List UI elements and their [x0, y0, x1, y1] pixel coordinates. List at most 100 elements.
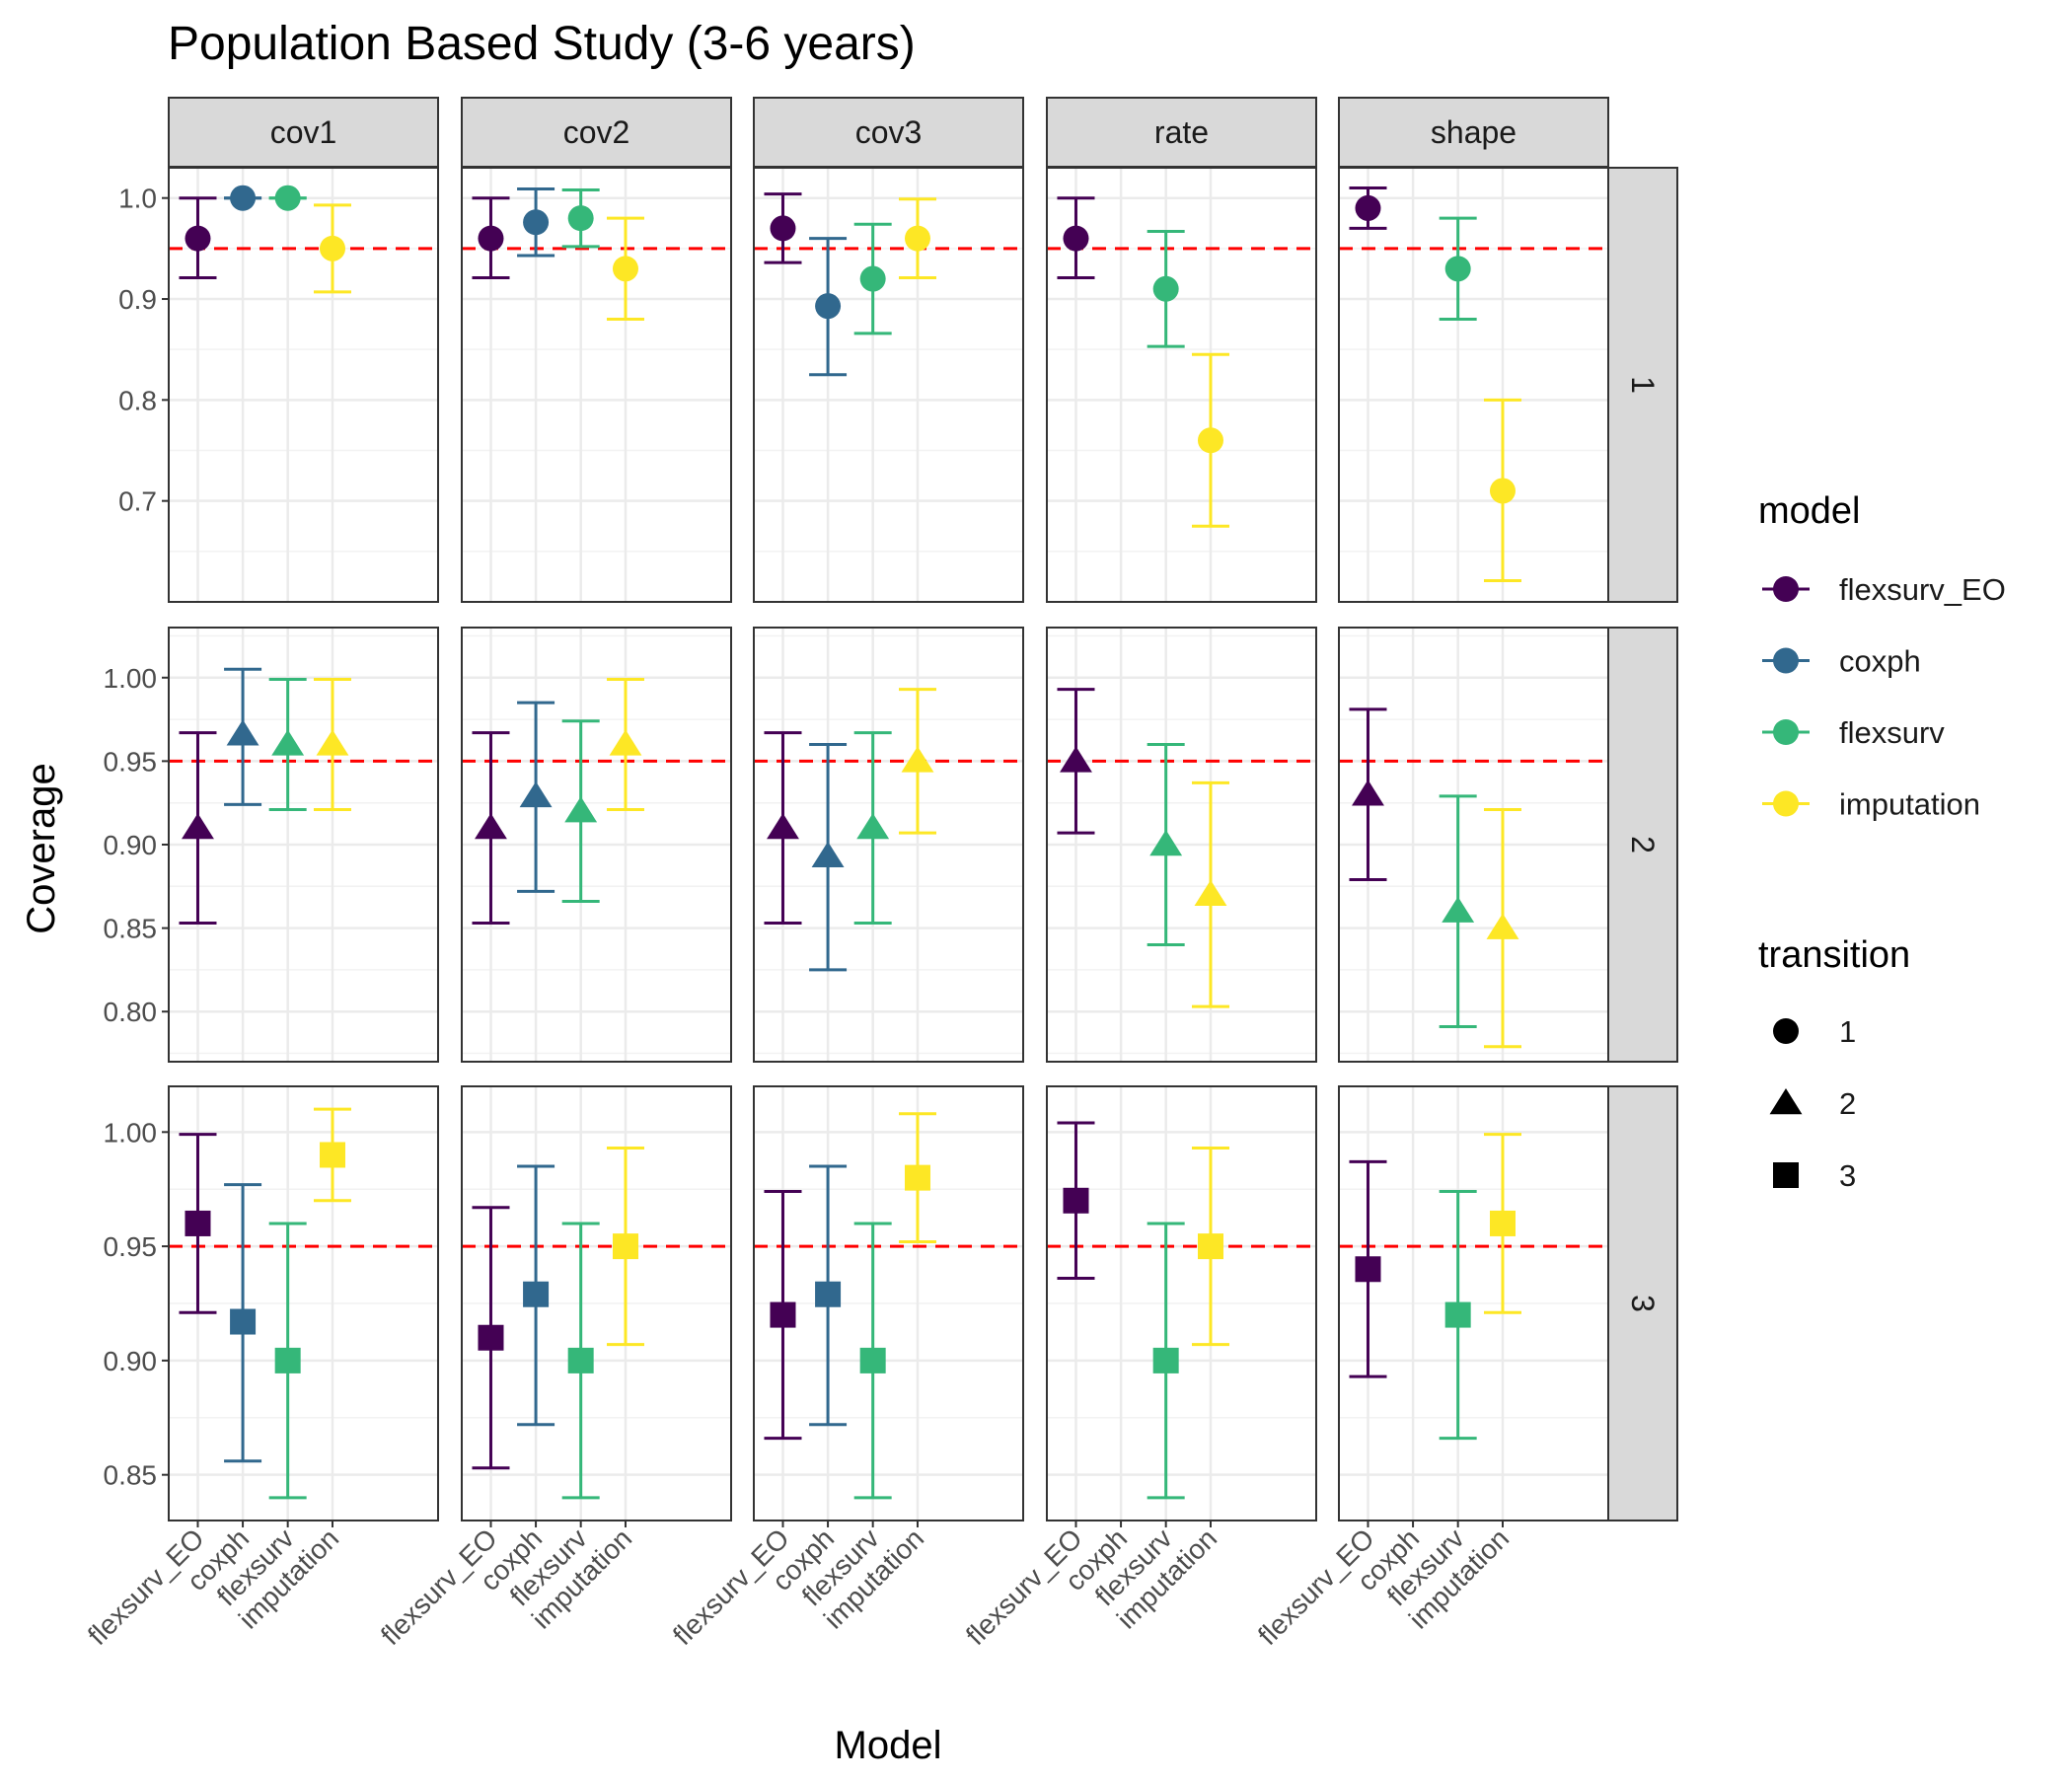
point-imputation [1489, 478, 1516, 504]
point-flexsurv [859, 265, 886, 292]
facet-label-cov3: cov3 [855, 114, 923, 150]
point-flexsurv [1152, 275, 1179, 302]
point-flexsurv_EO [770, 215, 796, 242]
point-flexsurv [859, 1347, 886, 1373]
point-flexsurv_EO [182, 813, 214, 840]
point-coxph [226, 719, 259, 746]
panel-border [461, 627, 732, 1063]
panel-border [461, 1085, 732, 1521]
panel-border [168, 167, 439, 603]
x-tick-label: flexsurv_EO [667, 1522, 795, 1651]
point-coxph [523, 209, 550, 236]
legend-title-transition: transition [1758, 934, 1910, 976]
facet-label-cov1: cov1 [270, 114, 337, 150]
panel-border [1046, 627, 1317, 1063]
panel-cov2-1 [461, 167, 732, 603]
facet-strip-row-2 [1607, 627, 1678, 1063]
panel-cov1-3 [168, 1085, 439, 1521]
facet-label-shape: shape [1431, 114, 1517, 150]
y-axis-title: Coverage [20, 763, 63, 933]
legend-key-marker [1773, 647, 1799, 674]
point-coxph [523, 1281, 550, 1307]
point-flexsurv [274, 185, 301, 211]
facet-label-rate: rate [1154, 114, 1209, 150]
panel-border [753, 167, 1024, 603]
point-coxph [815, 1281, 842, 1307]
facet-row-label-2: 2 [1625, 836, 1661, 853]
point-flexsurv_EO [1352, 779, 1384, 806]
y-tick-label: 0.8 [118, 385, 157, 415]
panel-cov3-2 [753, 627, 1024, 1063]
panel-shape-1 [1338, 167, 1609, 603]
y-tick-label: 0.90 [104, 830, 158, 860]
y-tick-label: 1.00 [104, 663, 158, 694]
legend-label: 3 [1839, 1158, 1856, 1193]
point-flexsurv [856, 813, 890, 840]
panel-rate-3 [1046, 1085, 1317, 1521]
legend-label: 2 [1839, 1086, 1856, 1121]
legend-entry-flexsurv: flexsurv [1762, 715, 1945, 750]
point-imputation [1489, 1210, 1516, 1236]
point-flexsurv [1149, 830, 1183, 856]
point-flexsurv_EO [478, 225, 504, 252]
y-tick-label: 1.00 [104, 1117, 158, 1148]
panel-cov2-2 [461, 627, 732, 1063]
facet-row-label-1: 1 [1625, 376, 1661, 394]
point-flexsurv_EO [1355, 194, 1381, 221]
point-imputation [1197, 1233, 1223, 1260]
x-tick-label: flexsurv_EO [960, 1522, 1088, 1651]
panel-cov1-2 [168, 627, 439, 1063]
legend-entry-flexsurv_EO: flexsurv_EO [1762, 572, 2006, 607]
panel-background [1047, 168, 1316, 602]
x-tick-label: flexsurv_EO [1252, 1522, 1380, 1651]
panel-background [754, 168, 1023, 602]
y-tick-label: 0.90 [104, 1346, 158, 1376]
panel-border [1338, 627, 1609, 1063]
panel-cov3-1 [753, 167, 1024, 603]
panel-rate-1 [1046, 167, 1317, 603]
point-flexsurv_EO [185, 1210, 211, 1236]
panel-background [1339, 168, 1608, 602]
point-coxph [230, 1308, 257, 1335]
point-imputation [319, 1142, 345, 1168]
legend-entry-imputation: imputation [1762, 787, 1980, 822]
point-imputation [1486, 913, 1519, 939]
panel-shape-2 [1338, 627, 1609, 1063]
legend-title-model: model [1758, 490, 1861, 532]
facet-label-cov2: cov2 [563, 114, 630, 150]
facet-strip-cov1 [168, 97, 439, 168]
point-coxph [811, 841, 845, 868]
y-tick-label: 1.0 [118, 184, 157, 214]
point-flexsurv [1444, 256, 1471, 282]
legend-label: 1 [1839, 1014, 1856, 1049]
panel-border [1046, 167, 1317, 603]
panel-border [753, 627, 1024, 1063]
point-imputation [316, 729, 349, 756]
point-flexsurv [1152, 1347, 1179, 1373]
chart-title: Population Based Study (3-6 years) [168, 18, 916, 70]
point-coxph [815, 293, 842, 320]
legend-entry-transition-2: 2 [1769, 1086, 1856, 1121]
point-flexsurv [274, 1347, 301, 1373]
point-flexsurv [1442, 896, 1475, 923]
legend-key-marker [1773, 576, 1799, 602]
point-imputation [319, 235, 345, 261]
facet-strip-cov2 [461, 97, 732, 168]
legend-entry-coxph: coxph [1762, 644, 1921, 679]
y-tick-label: 0.85 [104, 914, 158, 944]
panel-border [753, 1085, 1024, 1521]
point-flexsurv_EO [1063, 1187, 1089, 1214]
point-flexsurv_EO [770, 1301, 796, 1328]
legend-entry-transition-3: 3 [1773, 1158, 1856, 1193]
point-flexsurv [567, 205, 594, 232]
point-imputation [612, 1233, 638, 1260]
point-coxph [519, 780, 553, 808]
point-flexsurv_EO [1060, 746, 1092, 773]
legend-key-marker [1773, 719, 1799, 745]
panel-border [1046, 1085, 1317, 1521]
panel-cov1-1 [168, 167, 439, 603]
facet-strip-row-3 [1607, 1085, 1678, 1521]
y-tick-label: 0.80 [104, 997, 158, 1027]
